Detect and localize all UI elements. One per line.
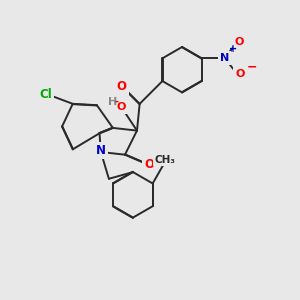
Text: H: H bbox=[108, 97, 117, 106]
Text: O: O bbox=[235, 69, 244, 80]
Text: O: O bbox=[235, 37, 244, 47]
Text: Cl: Cl bbox=[40, 88, 52, 101]
Text: +: + bbox=[230, 44, 238, 54]
Text: CH₃: CH₃ bbox=[154, 155, 175, 165]
Text: O: O bbox=[117, 101, 126, 112]
Text: O: O bbox=[144, 158, 154, 171]
Text: −: − bbox=[247, 61, 257, 74]
Text: O: O bbox=[117, 80, 127, 94]
Text: -: - bbox=[114, 97, 118, 106]
Text: N: N bbox=[220, 53, 229, 63]
Text: N: N bbox=[96, 144, 106, 157]
